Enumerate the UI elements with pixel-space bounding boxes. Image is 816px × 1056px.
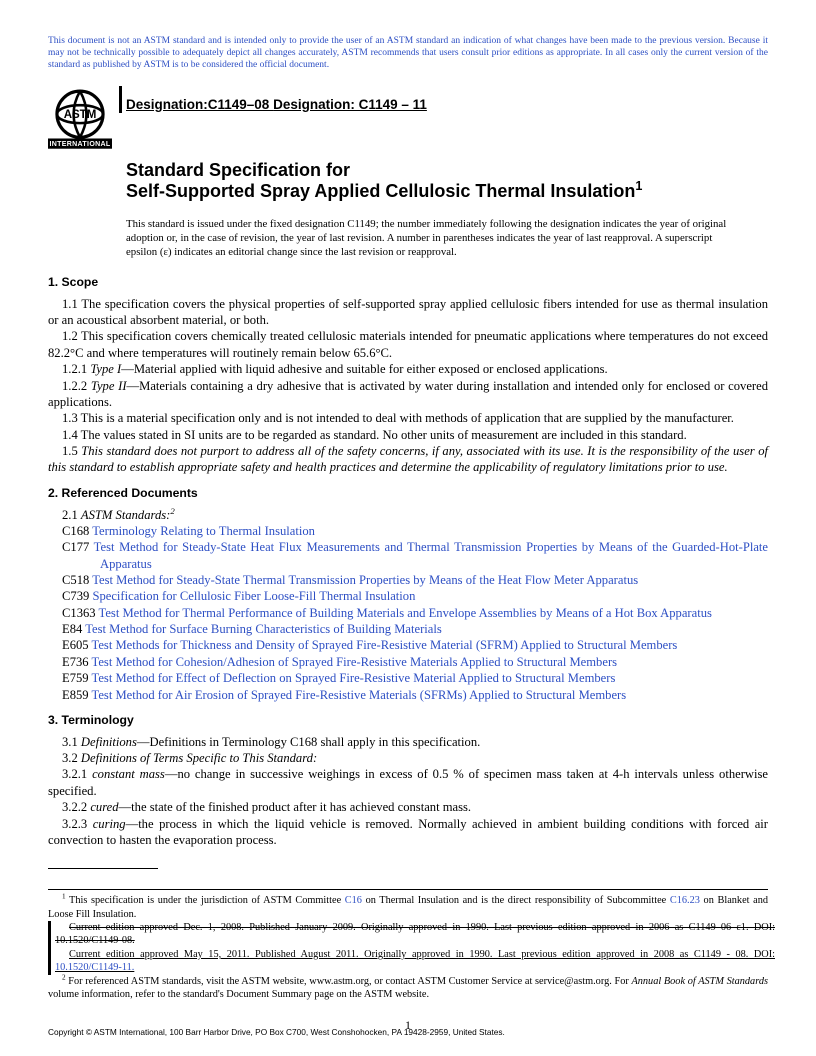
reference-code: C518: [62, 573, 92, 587]
para-1-1: 1.1 The specification covers the physica…: [48, 296, 768, 329]
reference-code: C739: [62, 589, 92, 603]
reference-code: E84: [62, 622, 85, 636]
reference-code: C1363: [62, 606, 99, 620]
reference-link[interactable]: Test Method for Thermal Performance of B…: [99, 606, 712, 620]
reference-code: E605: [62, 638, 92, 652]
reference-link[interactable]: Test Method for Cohesion/Adhesion of Spr…: [92, 655, 618, 669]
link-doi[interactable]: 10.1520/C1149-11.: [55, 962, 134, 973]
title-line1: Standard Specification for: [126, 160, 768, 182]
reference-item: C518 Test Method for Steady-State Therma…: [48, 572, 768, 588]
designation-new: Designation: C1149 – 11: [273, 97, 427, 112]
footnote-1-old: Current edition approved Dec. 1, 2008. P…: [48, 921, 775, 948]
header-row: ASTM INTERNATIONAL Designation:C1149–08 …: [48, 86, 768, 150]
para-3-2-3: 3.2.3 curing—the process in which the li…: [48, 816, 768, 849]
title-block: Standard Specification for Self-Supporte…: [126, 160, 768, 203]
footnotes: 1 This specification is under the jurisd…: [48, 889, 768, 1001]
footnote-1-new: Current edition approved May 15, 2011. P…: [48, 948, 775, 975]
section-3-heading: 3. Terminology: [48, 713, 768, 729]
reference-item: E736 Test Method for Cohesion/Adhesion o…: [48, 654, 768, 670]
section-2-heading: 2. Referenced Documents: [48, 486, 768, 502]
title-line2: Self-Supported Spray Applied Cellulosic …: [126, 181, 768, 203]
footnote-2: 2 For referenced ASTM standards, visit t…: [48, 975, 768, 1002]
reference-list: C168 Terminology Relating to Thermal Ins…: [48, 523, 768, 703]
reference-item: E859 Test Method for Air Erosion of Spra…: [48, 687, 768, 703]
para-1-3: 1.3 This is a material specification onl…: [48, 410, 768, 426]
reference-code: E859: [62, 688, 92, 702]
para-1-2-1: 1.2.1 Type I—Material applied with liqui…: [48, 361, 768, 377]
reference-code: E759: [62, 671, 92, 685]
para-3-2-2: 3.2.2 cured—the state of the finished pr…: [48, 799, 768, 815]
para-3-1: 3.1 Definitions—Definitions in Terminolo…: [48, 734, 768, 750]
para-3-2-1: 3.2.1 constant mass—no change in success…: [48, 766, 768, 799]
footnote-1: 1 This specification is under the jurisd…: [48, 894, 768, 921]
para-2-1: 2.1 ASTM Standards:2: [48, 507, 768, 523]
para-3-2: 3.2 Definitions of Terms Specific to Thi…: [48, 750, 768, 766]
reference-code: E736: [62, 655, 92, 669]
reference-item: E84 Test Method for Surface Burning Char…: [48, 621, 768, 637]
reference-link[interactable]: Terminology Relating to Thermal Insulati…: [92, 524, 315, 538]
reference-link[interactable]: Test Method for Effect of Deflection on …: [92, 671, 616, 685]
redline-notice: This document is not an ASTM standard an…: [48, 36, 768, 72]
reference-item: C177 Test Method for Steady-State Heat F…: [48, 539, 768, 572]
reference-link[interactable]: Test Method for Air Erosion of Sprayed F…: [92, 688, 627, 702]
para-1-2-2: 1.2.2 Type II—Materials containing a dry…: [48, 378, 768, 411]
reference-item: E759 Test Method for Effect of Deflectio…: [48, 670, 768, 686]
reference-link[interactable]: Test Method for Surface Burning Characte…: [85, 622, 442, 636]
para-1-5: 1.5 This standard does not purport to ad…: [48, 443, 768, 476]
reference-item: C1363 Test Method for Thermal Performanc…: [48, 605, 768, 621]
link-c16-23[interactable]: C16.23: [670, 895, 700, 906]
reference-code: C168: [62, 524, 92, 538]
astm-logo: ASTM INTERNATIONAL: [48, 86, 112, 150]
reference-item: C168 Terminology Relating to Thermal Ins…: [48, 523, 768, 539]
svg-text:INTERNATIONAL: INTERNATIONAL: [49, 141, 110, 148]
designation-old: Designation:C1149–08: [126, 97, 273, 112]
section-1-heading: 1. Scope: [48, 275, 768, 291]
para-1-4: 1.4 The values stated in SI units are to…: [48, 427, 768, 443]
designation-line: Designation:C1149–08 Designation: C1149 …: [119, 86, 427, 114]
para-1-2: 1.2 This specification covers chemically…: [48, 328, 768, 361]
reference-link[interactable]: Test Methods for Thickness and Density o…: [92, 638, 678, 652]
svg-text:ASTM: ASTM: [64, 109, 97, 121]
reference-link[interactable]: Test Method for Steady-State Heat Flux M…: [94, 540, 768, 570]
page-number: 1: [0, 1018, 816, 1034]
link-c16[interactable]: C16: [345, 895, 362, 906]
reference-item: C739 Specification for Cellulosic Fiber …: [48, 588, 768, 604]
footnote-rule: [48, 868, 158, 869]
reference-item: E605 Test Methods for Thickness and Dens…: [48, 637, 768, 653]
reference-link[interactable]: Test Method for Steady-State Thermal Tra…: [92, 573, 638, 587]
issue-note: This standard is issued under the fixed …: [126, 217, 728, 259]
reference-link[interactable]: Specification for Cellulosic Fiber Loose…: [92, 589, 415, 603]
reference-code: C177: [62, 540, 94, 554]
